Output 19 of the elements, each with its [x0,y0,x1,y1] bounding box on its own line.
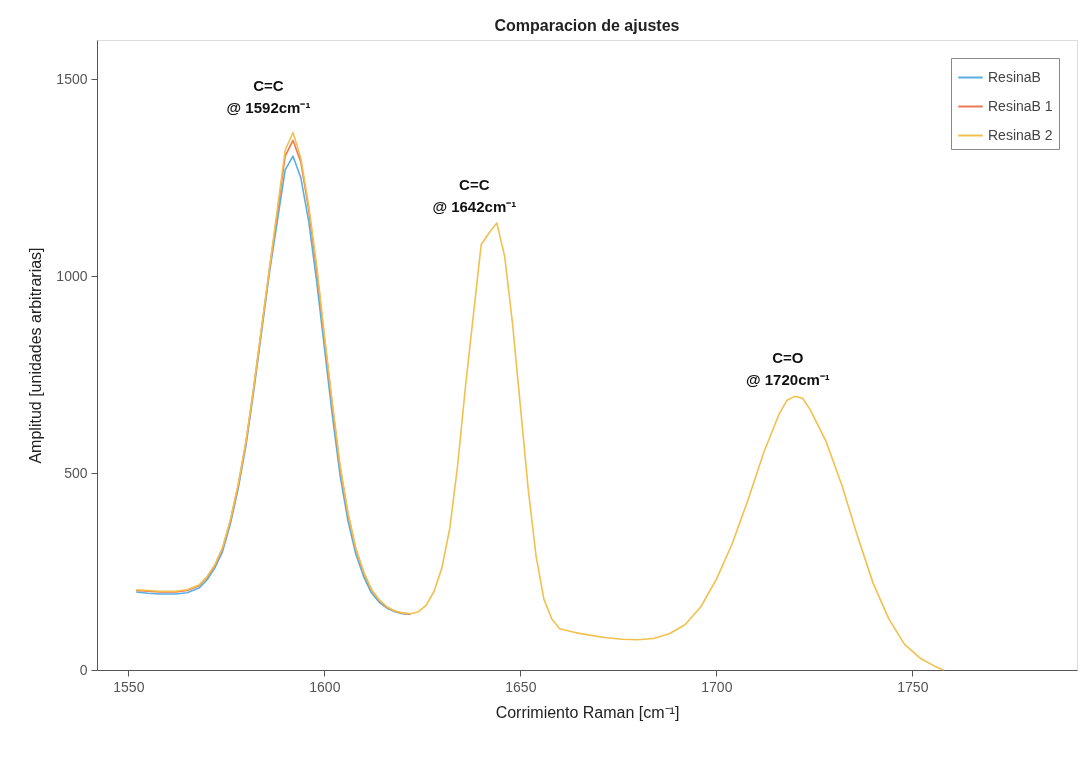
x-tick-label: 1650 [505,678,537,695]
x-tick-label: 1700 [701,678,733,695]
annotation: C=C @ 1642cm⁻¹ [432,175,517,215]
x-tick-label: 1550 [113,678,145,695]
y-tick-label: 1000 [56,267,88,284]
x-axis-title: Corrimiento Raman [cm⁻¹] [495,703,680,721]
line-series [135,131,945,671]
chart-title: Comparacion de ajustes [494,17,680,34]
legend-label: ResinaB 1 [988,97,1053,114]
x-tick-label: 1600 [309,678,341,695]
legend-label: ResinaB [988,68,1041,85]
annotation: C=O @ 1720cm⁻¹ [745,349,830,389]
annotation: C=C @ 1592cm⁻¹ [226,77,311,117]
x-tick-label: 1750 [897,678,929,695]
y-tick-label: 1500 [56,70,88,87]
y-tick-label: 500 [64,464,88,481]
y-axis-title: Amplitud [unidades arbitrarias] [27,247,45,464]
legend-label: ResinaB 2 [988,126,1053,143]
y-tick-label: 0 [79,661,88,678]
